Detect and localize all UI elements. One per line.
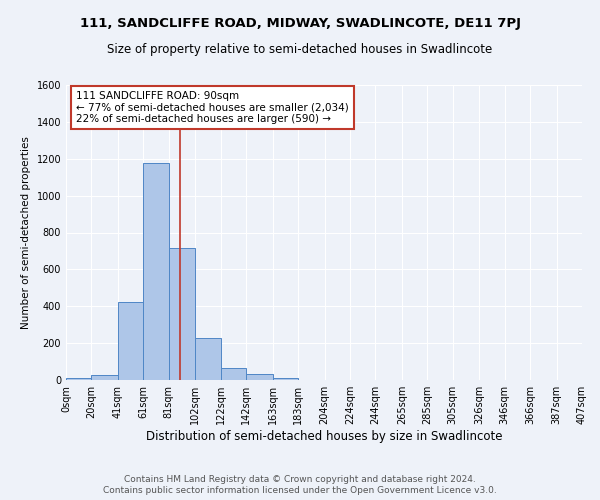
Y-axis label: Number of semi-detached properties: Number of semi-detached properties	[21, 136, 31, 329]
Bar	[143, 164, 169, 380]
Text: 111 SANDCLIFFE ROAD: 90sqm
← 77% of semi-detached houses are smaller (2,034)
22%: 111 SANDCLIFFE ROAD: 90sqm ← 77% of semi…	[76, 91, 349, 124]
Bar	[66, 378, 91, 380]
Bar	[196, 338, 221, 380]
X-axis label: Distribution of semi-detached houses by size in Swadlincote: Distribution of semi-detached houses by …	[146, 430, 502, 443]
Text: Contains HM Land Registry data © Crown copyright and database right 2024.: Contains HM Land Registry data © Crown c…	[124, 475, 476, 484]
Bar	[272, 378, 298, 380]
Bar	[91, 375, 118, 380]
Text: Contains public sector information licensed under the Open Government Licence v3: Contains public sector information licen…	[103, 486, 497, 495]
Bar	[169, 248, 196, 380]
Text: 111, SANDCLIFFE ROAD, MIDWAY, SWADLINCOTE, DE11 7PJ: 111, SANDCLIFFE ROAD, MIDWAY, SWADLINCOT…	[79, 18, 521, 30]
Text: Size of property relative to semi-detached houses in Swadlincote: Size of property relative to semi-detach…	[107, 42, 493, 56]
Bar	[118, 302, 143, 380]
Bar	[246, 374, 272, 380]
Bar	[221, 368, 246, 380]
